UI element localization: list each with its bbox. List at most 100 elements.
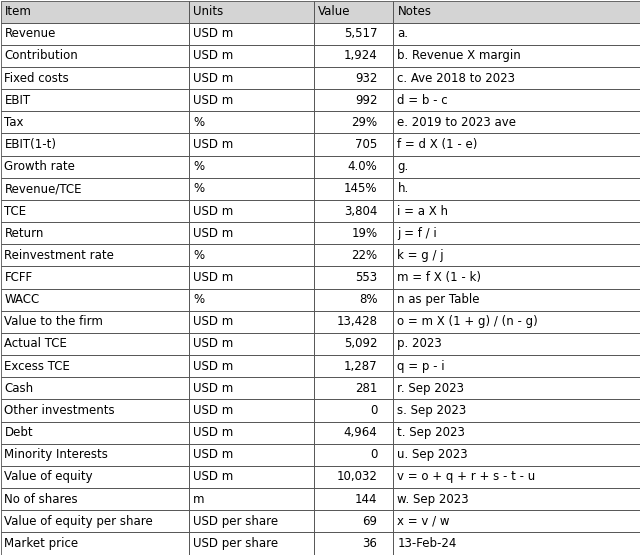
Bar <box>394 1 639 23</box>
Bar <box>394 355 639 377</box>
Bar <box>1 1 189 23</box>
Text: m: m <box>193 493 205 506</box>
Text: 36: 36 <box>363 537 378 550</box>
Bar <box>314 200 394 222</box>
Text: USD m: USD m <box>193 404 233 417</box>
Bar <box>314 67 394 89</box>
Text: 13-Feb-24: 13-Feb-24 <box>397 537 457 550</box>
Bar <box>394 155 639 178</box>
Text: 5,092: 5,092 <box>344 337 378 350</box>
Text: Revenue: Revenue <box>4 27 56 41</box>
Text: j = f / i: j = f / i <box>397 226 437 240</box>
Text: USD m: USD m <box>193 360 233 372</box>
Text: USD m: USD m <box>193 226 233 240</box>
Text: x = v / w: x = v / w <box>397 514 450 528</box>
Bar <box>189 532 314 554</box>
Text: f = d X (1 - e): f = d X (1 - e) <box>397 138 478 151</box>
Bar <box>189 1 314 23</box>
Bar <box>394 377 639 400</box>
Bar <box>1 377 189 400</box>
Text: Minority Interests: Minority Interests <box>4 448 108 461</box>
Text: USD per share: USD per share <box>193 537 278 550</box>
Bar <box>189 333 314 355</box>
Text: 553: 553 <box>355 271 378 284</box>
Text: %: % <box>193 249 204 262</box>
Bar <box>394 311 639 333</box>
Text: EBIT: EBIT <box>4 94 31 107</box>
Bar <box>1 67 189 89</box>
Bar <box>1 266 189 289</box>
Text: USD m: USD m <box>193 471 233 483</box>
Bar <box>314 45 394 67</box>
Bar <box>394 422 639 443</box>
Bar <box>394 1 639 23</box>
Text: USD m: USD m <box>193 448 233 461</box>
Bar <box>189 377 314 400</box>
Text: USD m: USD m <box>193 72 233 84</box>
Text: t. Sep 2023: t. Sep 2023 <box>397 426 465 439</box>
Bar <box>189 400 314 422</box>
Text: 281: 281 <box>355 382 378 395</box>
Text: WACC: WACC <box>4 293 40 306</box>
Bar <box>189 488 314 510</box>
Bar <box>394 200 639 222</box>
Text: USD m: USD m <box>193 426 233 439</box>
Bar <box>394 23 639 45</box>
Text: EBIT(1-t): EBIT(1-t) <box>4 138 56 151</box>
Text: USD m: USD m <box>193 271 233 284</box>
Bar <box>1 155 189 178</box>
Bar <box>1 200 189 222</box>
Bar <box>394 400 639 422</box>
Bar <box>1 23 189 45</box>
Text: 69: 69 <box>362 514 378 528</box>
Text: Actual TCE: Actual TCE <box>4 337 67 350</box>
Text: USD m: USD m <box>193 138 233 151</box>
Text: USD m: USD m <box>193 27 233 41</box>
Bar <box>314 266 394 289</box>
Bar <box>189 23 314 45</box>
Text: USD m: USD m <box>193 205 233 218</box>
Bar <box>189 89 314 112</box>
Text: Tax: Tax <box>4 116 24 129</box>
Text: 5,517: 5,517 <box>344 27 378 41</box>
Text: Fixed costs: Fixed costs <box>4 72 69 84</box>
Text: 992: 992 <box>355 94 378 107</box>
Text: Value of equity: Value of equity <box>4 471 93 483</box>
Text: Revenue/TCE: Revenue/TCE <box>4 183 82 195</box>
Text: 22%: 22% <box>351 249 378 262</box>
Text: Value of equity per share: Value of equity per share <box>4 514 153 528</box>
Text: Excess TCE: Excess TCE <box>4 360 70 372</box>
Bar <box>189 289 314 311</box>
Text: %: % <box>193 116 204 129</box>
Text: m = f X (1 - k): m = f X (1 - k) <box>397 271 481 284</box>
Text: Reinvestment rate: Reinvestment rate <box>4 249 115 262</box>
Text: q = p - i: q = p - i <box>397 360 445 372</box>
Bar <box>1 466 189 488</box>
Text: 144: 144 <box>355 493 378 506</box>
Bar <box>314 178 394 200</box>
Bar <box>314 443 394 466</box>
Bar <box>1 422 189 443</box>
Text: USD m: USD m <box>193 315 233 329</box>
Bar <box>1 443 189 466</box>
Text: i = a X h: i = a X h <box>397 205 449 218</box>
Bar <box>314 333 394 355</box>
Bar <box>1 311 189 333</box>
Bar <box>1 112 189 133</box>
Text: p. 2023: p. 2023 <box>397 337 442 350</box>
Bar <box>314 133 394 155</box>
Bar <box>314 422 394 443</box>
Bar <box>394 45 639 67</box>
Bar <box>314 222 394 244</box>
Bar <box>1 400 189 422</box>
Bar <box>189 178 314 200</box>
Bar <box>314 400 394 422</box>
Bar <box>189 112 314 133</box>
Text: o = m X (1 + g) / (n - g): o = m X (1 + g) / (n - g) <box>397 315 538 329</box>
Text: e. 2019 to 2023 ave: e. 2019 to 2023 ave <box>397 116 516 129</box>
Text: %: % <box>193 160 204 173</box>
Text: Other investments: Other investments <box>4 404 115 417</box>
Text: USD per share: USD per share <box>193 514 278 528</box>
Bar <box>189 443 314 466</box>
Bar <box>394 222 639 244</box>
